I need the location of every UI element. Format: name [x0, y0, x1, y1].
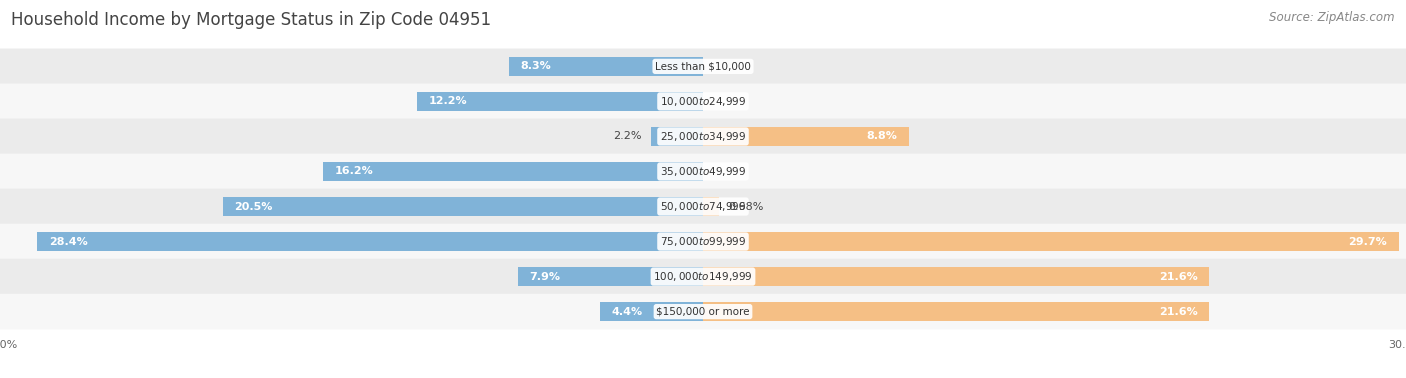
- Bar: [517, 267, 703, 286]
- Bar: [703, 232, 1399, 251]
- Bar: [600, 302, 703, 321]
- FancyBboxPatch shape: [0, 84, 1406, 119]
- FancyBboxPatch shape: [0, 259, 1406, 294]
- Text: 21.6%: 21.6%: [1159, 307, 1198, 317]
- Bar: [418, 92, 703, 111]
- Bar: [703, 127, 910, 146]
- Text: $100,000 to $149,999: $100,000 to $149,999: [654, 270, 752, 283]
- Text: Less than $10,000: Less than $10,000: [655, 61, 751, 71]
- Text: 28.4%: 28.4%: [49, 237, 89, 246]
- FancyBboxPatch shape: [0, 48, 1406, 84]
- Bar: [651, 127, 703, 146]
- Bar: [703, 267, 1209, 286]
- Text: 4.4%: 4.4%: [612, 307, 643, 317]
- Text: $35,000 to $49,999: $35,000 to $49,999: [659, 165, 747, 178]
- Text: $75,000 to $99,999: $75,000 to $99,999: [659, 235, 747, 248]
- FancyBboxPatch shape: [0, 224, 1406, 259]
- Text: $150,000 or more: $150,000 or more: [657, 307, 749, 317]
- Bar: [323, 162, 703, 181]
- Text: 21.6%: 21.6%: [1159, 271, 1198, 282]
- Text: $10,000 to $24,999: $10,000 to $24,999: [659, 95, 747, 108]
- Text: 20.5%: 20.5%: [235, 201, 273, 212]
- Bar: [509, 57, 703, 76]
- Text: 12.2%: 12.2%: [429, 96, 467, 107]
- FancyBboxPatch shape: [0, 189, 1406, 225]
- Bar: [703, 197, 718, 216]
- Text: 0.68%: 0.68%: [728, 201, 763, 212]
- Text: $25,000 to $34,999: $25,000 to $34,999: [659, 130, 747, 143]
- Text: 7.9%: 7.9%: [530, 271, 561, 282]
- Text: 8.3%: 8.3%: [520, 61, 551, 71]
- Text: $50,000 to $74,999: $50,000 to $74,999: [659, 200, 747, 213]
- Text: 29.7%: 29.7%: [1348, 237, 1388, 246]
- Text: Source: ZipAtlas.com: Source: ZipAtlas.com: [1270, 11, 1395, 24]
- Text: Household Income by Mortgage Status in Zip Code 04951: Household Income by Mortgage Status in Z…: [11, 11, 491, 29]
- FancyBboxPatch shape: [0, 153, 1406, 189]
- Bar: [222, 197, 703, 216]
- FancyBboxPatch shape: [0, 119, 1406, 154]
- Bar: [38, 232, 703, 251]
- Text: 16.2%: 16.2%: [335, 166, 374, 177]
- FancyBboxPatch shape: [0, 294, 1406, 330]
- Text: 8.8%: 8.8%: [866, 132, 897, 141]
- Text: 2.2%: 2.2%: [613, 132, 643, 141]
- Bar: [703, 302, 1209, 321]
